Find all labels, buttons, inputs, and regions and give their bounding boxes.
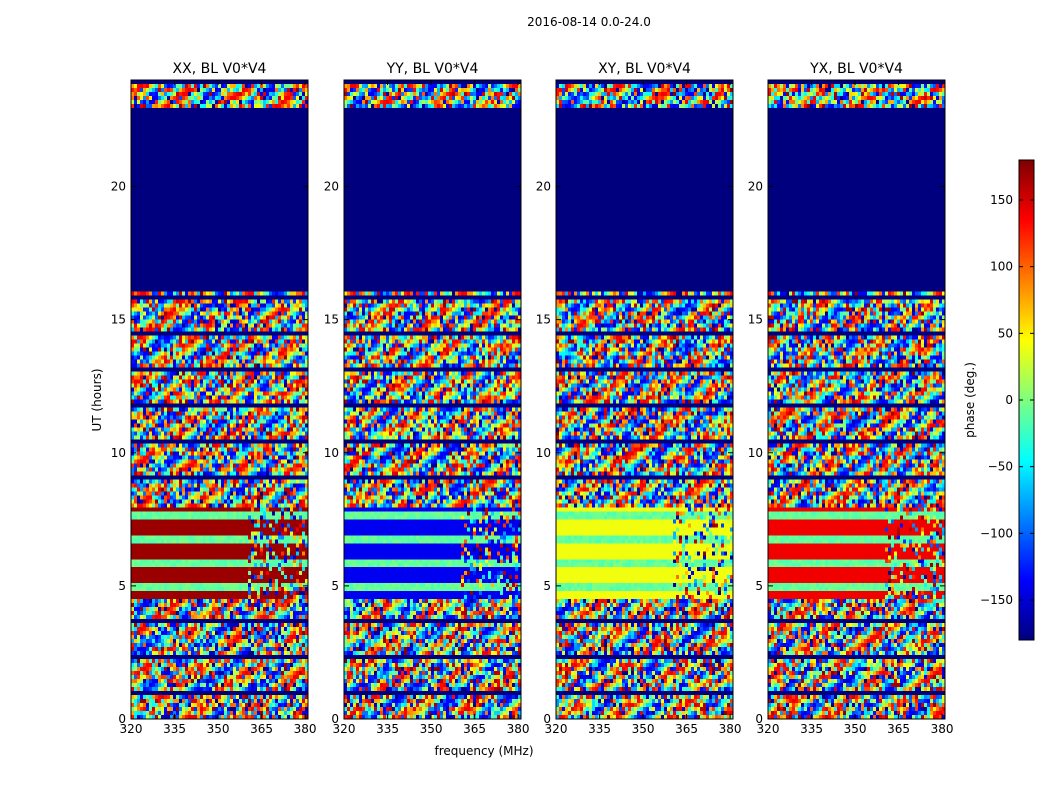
y-tick-label: 15	[111, 313, 126, 327]
y-tick-label: 15	[324, 313, 339, 327]
plot-frame	[343, 79, 522, 720]
x-tick-label: 350	[207, 722, 230, 736]
y-tick-label: 5	[543, 579, 551, 593]
y-tick-label: 0	[118, 712, 126, 726]
x-tick-label: 320	[545, 722, 568, 736]
heatmap-image	[556, 80, 733, 719]
heatmap-image	[768, 80, 945, 719]
x-tick-label: 335	[376, 722, 399, 736]
plot-frame	[767, 79, 946, 720]
colorbar-tick-label: −150	[980, 593, 1013, 607]
panel-title: YY, BL V0*V4	[386, 61, 479, 77]
x-tick-label: 335	[800, 722, 823, 736]
panel-title: XY, BL V0*V4	[598, 61, 691, 77]
y-tick-label: 20	[536, 180, 551, 194]
y-tick-label: 15	[748, 313, 763, 327]
panel-3: XY, BL V0*V4 320 335 350 365 380 0 5 10 15 20	[536, 61, 742, 736]
x-tick-label: 365	[887, 722, 910, 736]
plot-frame	[130, 79, 309, 720]
y-tick-label: 0	[755, 712, 763, 726]
x-tick-label: 350	[632, 722, 655, 736]
y-tick-label: 20	[748, 180, 763, 194]
x-tick-label: 320	[120, 722, 143, 736]
panel-title: YX, BL V0*V4	[809, 61, 903, 77]
panel-2: YY, BL V0*V4 320 335 350 365 380 0 5 10 15 20	[324, 61, 530, 736]
x-tick-label: 320	[333, 722, 356, 736]
panel-4: YX, BL V0*V4 320 335 350 365 380 0 5 10 15 20	[748, 61, 954, 736]
colorbar-tick-label: 100	[990, 260, 1013, 274]
y-tick-label: 10	[111, 446, 126, 460]
x-tick-label: 380	[294, 722, 317, 736]
colorbar-tick-label: 150	[990, 193, 1013, 207]
x-axis-label: frequency (MHz)	[434, 744, 533, 758]
x-tick-label: 365	[250, 722, 273, 736]
colorbar-tick-label: 50	[998, 326, 1013, 340]
colorbar-tick-label: −50	[988, 460, 1013, 474]
figure-title: 2016-08-14 0.0-24.0	[527, 15, 651, 29]
x-tick-label: 365	[675, 722, 698, 736]
x-tick-label: 380	[507, 722, 530, 736]
plot-frame	[555, 79, 734, 720]
x-tick-label: 350	[844, 722, 867, 736]
y-tick-label: 5	[755, 579, 763, 593]
x-tick-label: 350	[420, 722, 443, 736]
y-tick-label: 20	[324, 180, 339, 194]
panel-1: XX, BL V0*V4 320 335 350 365 380 0 5 10 15 20	[111, 61, 317, 736]
colorbar-tick-label: 0	[1005, 393, 1013, 407]
heatmap-image	[131, 80, 308, 719]
y-tick-label: 10	[748, 446, 763, 460]
x-tick-label: 380	[931, 722, 954, 736]
x-tick-label: 380	[719, 722, 742, 736]
heatmap-image	[344, 80, 521, 719]
y-tick-label: 0	[331, 712, 339, 726]
colorbar: 150 100 50 0 −50 −100 −150	[980, 159, 1035, 641]
x-tick-label: 320	[757, 722, 780, 736]
y-axis-label: UT (hours)	[90, 368, 104, 431]
y-tick-label: 10	[324, 446, 339, 460]
y-tick-label: 0	[543, 712, 551, 726]
y-tick-label: 10	[536, 446, 551, 460]
colorbar-tick-label: −100	[980, 526, 1013, 540]
y-tick-label: 20	[111, 180, 126, 194]
y-tick-label: 5	[118, 579, 126, 593]
y-tick-label: 5	[331, 579, 339, 593]
x-tick-label: 365	[463, 722, 486, 736]
x-tick-label: 335	[588, 722, 611, 736]
y-tick-label: 15	[536, 313, 551, 327]
colorbar-label: phase (deg.)	[963, 362, 977, 438]
panel-title: XX, BL V0*V4	[173, 61, 267, 77]
x-tick-label: 335	[163, 722, 186, 736]
